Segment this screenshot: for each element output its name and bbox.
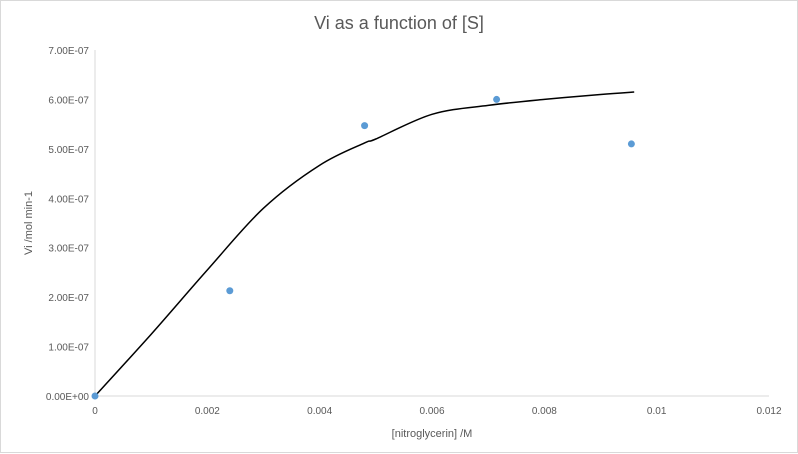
y-tick-label: 7.00E-07 xyxy=(48,46,89,57)
data-points-group xyxy=(91,95,635,400)
x-tick-label: 0.002 xyxy=(195,406,220,417)
chart-title: Vi as a function of [S] xyxy=(314,13,484,33)
x-tick-labels: 0 0.002 0.004 0.006 0.008 0.01 0.012 xyxy=(92,406,782,417)
data-point xyxy=(91,392,99,400)
y-tick-label: 2.00E-07 xyxy=(48,293,89,304)
y-tick-label: 4.00E-07 xyxy=(48,194,89,205)
data-point xyxy=(493,95,501,103)
y-tick-label: 6.00E-07 xyxy=(48,95,89,106)
x-tick-label: 0 xyxy=(92,406,98,417)
x-tick-label: 0.012 xyxy=(756,406,781,417)
data-point xyxy=(226,287,234,295)
data-point xyxy=(627,140,635,148)
y-axis-label: Vi /mol min-1 xyxy=(23,191,35,255)
y-tick-label: 3.00E-07 xyxy=(48,244,89,255)
trendline xyxy=(94,91,635,397)
x-tick-label: 0.01 xyxy=(647,406,667,417)
x-axis-label: [nitroglycerin] /M xyxy=(392,428,473,440)
trendline-group xyxy=(94,91,635,397)
y-tick-label: 5.00E-07 xyxy=(48,145,89,156)
y-tick-label: 1.00E-07 xyxy=(48,343,89,354)
x-tick-label: 0.006 xyxy=(419,406,444,417)
y-tick-label: 0.00E+00 xyxy=(46,392,90,403)
x-tick-label: 0.008 xyxy=(532,406,557,417)
y-tick-labels: 0.00E+00 1.00E-07 2.00E-07 3.00E-07 4.00E-07… xyxy=(46,46,90,403)
data-point xyxy=(361,122,369,130)
x-tick-label: 0.004 xyxy=(307,406,332,417)
